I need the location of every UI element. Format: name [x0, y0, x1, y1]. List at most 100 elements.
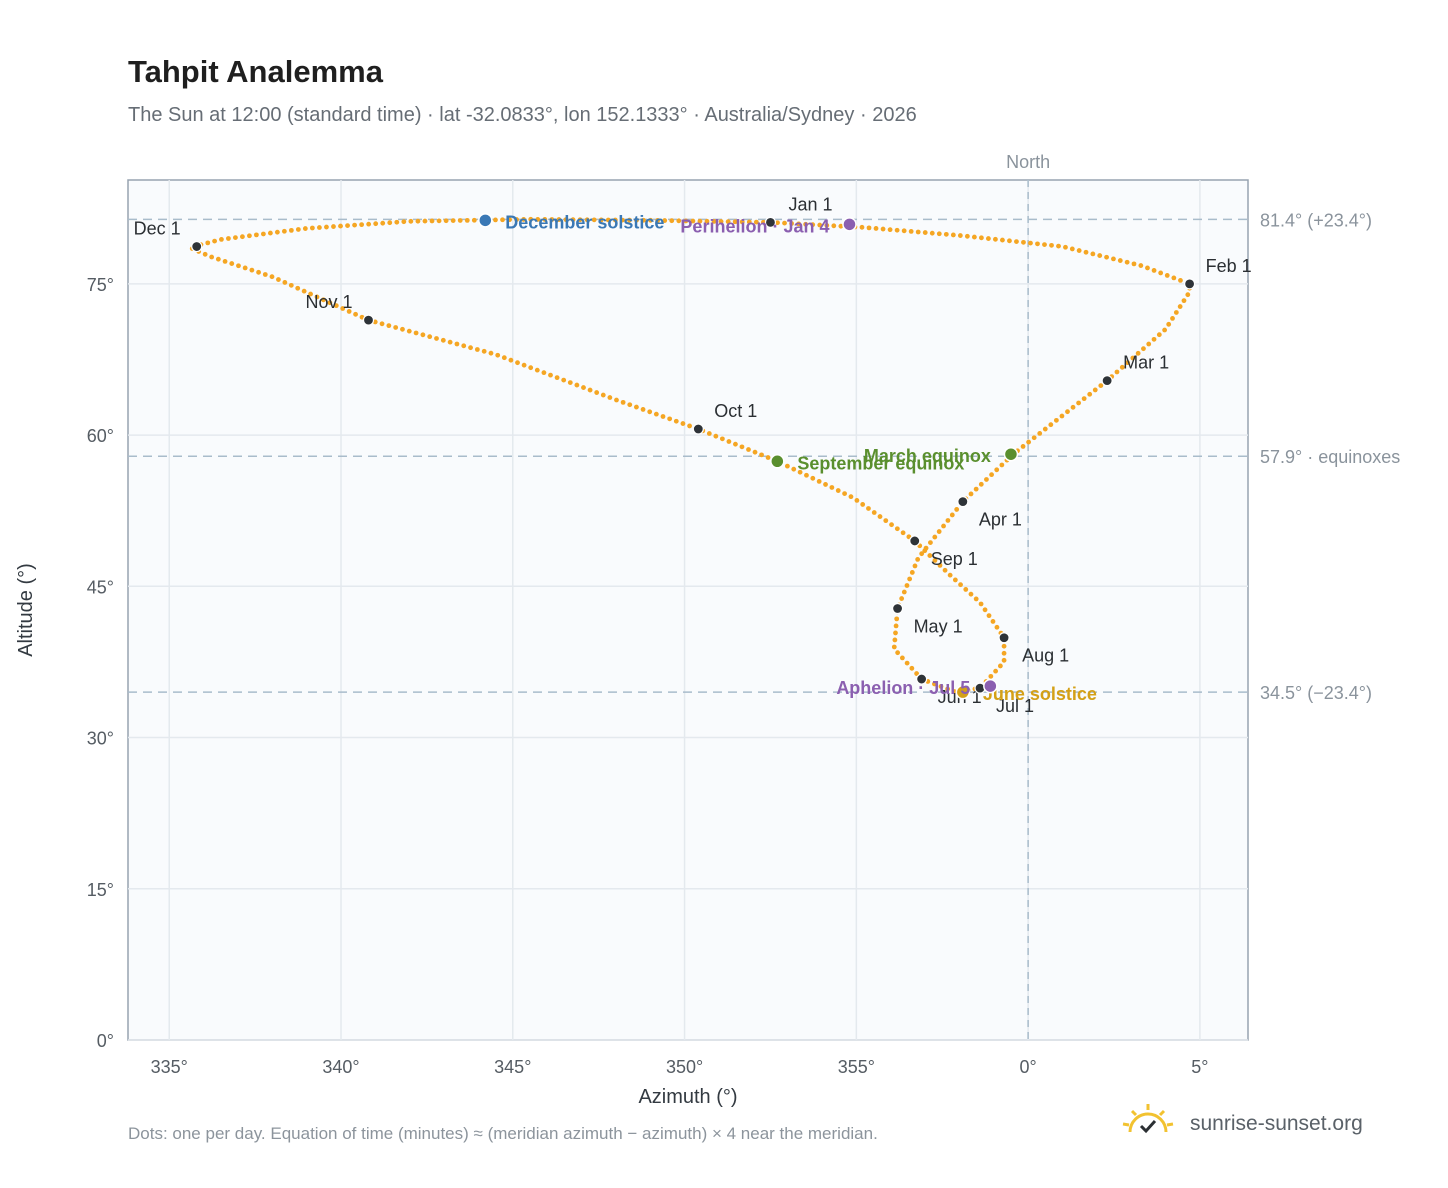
- event-marker: [1003, 446, 1019, 462]
- daily-dot: [352, 222, 357, 228]
- x-tick-label: 345°: [494, 1057, 531, 1077]
- daily-dot: [1098, 383, 1104, 388]
- daily-dot: [500, 217, 505, 223]
- daily-dot: [1063, 244, 1068, 250]
- daily-dot: [673, 418, 679, 424]
- daily-dot: [366, 221, 372, 227]
- daily-dot: [824, 223, 830, 228]
- daily-dot: [866, 506, 871, 511]
- daily-dot: [434, 336, 439, 341]
- brand[interactable]: sunrise-sunset.org: [1120, 1100, 1390, 1150]
- chart-subtitle: The Sun at 12:00 (standard time) · lat -…: [128, 104, 917, 126]
- daily-dot: [269, 274, 275, 280]
- month-label: Jul 1: [996, 696, 1034, 716]
- daily-dot: [904, 583, 910, 588]
- plot-background: [127, 179, 1249, 1041]
- daily-dot: [838, 223, 844, 229]
- daily-dot: [256, 269, 261, 275]
- daily-dot: [908, 229, 914, 234]
- daily-dot: [829, 485, 835, 490]
- daily-dot: [641, 217, 646, 223]
- daily-dot: [907, 576, 913, 582]
- daily-dot: [1145, 265, 1150, 271]
- daily-dot: [1125, 360, 1130, 366]
- daily-dot: [563, 217, 569, 223]
- daily-dot: [468, 345, 473, 351]
- daily-dot: [464, 217, 470, 223]
- grid: [128, 180, 1248, 1041]
- daily-dot: [648, 217, 653, 223]
- daily-dot: [1035, 241, 1040, 247]
- daily-dot: [1001, 657, 1007, 663]
- daily-dot: [968, 491, 974, 497]
- daily-dot: [683, 218, 689, 224]
- daily-dot: [591, 217, 597, 223]
- daily-dot: [997, 663, 1003, 669]
- daily-dot: [941, 523, 946, 529]
- daily-dot: [893, 623, 899, 629]
- reference-label: 57.9° · equinoxes: [1260, 447, 1400, 467]
- daily-dot: [514, 217, 520, 222]
- daily-dot: [534, 367, 540, 373]
- daily-dot: [308, 291, 313, 297]
- month-marker: [191, 240, 203, 253]
- daily-dot: [346, 309, 352, 314]
- daily-dot: [574, 382, 580, 388]
- event-label: September equinox: [797, 453, 964, 473]
- daily-dot: [887, 227, 893, 233]
- daily-dot: [400, 326, 405, 332]
- daily-dot: [1028, 240, 1033, 246]
- month-label: Nov 1: [305, 292, 352, 312]
- daily-dot: [994, 624, 1000, 630]
- daily-dot: [662, 218, 668, 223]
- daily-dot: [889, 522, 894, 528]
- daily-dot: [1087, 391, 1093, 397]
- month-label: Aug 1: [1022, 646, 1069, 666]
- daily-dot: [653, 411, 659, 417]
- daily-dot: [321, 297, 326, 303]
- daily-dot: [215, 256, 221, 262]
- daily-dot: [984, 477, 989, 482]
- month-marker: [891, 602, 904, 615]
- daily-dot: [1138, 263, 1144, 268]
- daily-dot: [1131, 261, 1137, 267]
- daily-dot: [471, 217, 477, 223]
- daily-dot: [816, 478, 822, 484]
- month-label: May 1: [914, 616, 963, 636]
- daily-dot: [521, 217, 527, 222]
- daily-dot: [964, 233, 970, 239]
- daily-dot: [549, 217, 555, 222]
- daily-dot: [848, 494, 854, 500]
- daily-dot: [932, 534, 938, 540]
- daily-dot: [507, 217, 512, 223]
- month-marker: [362, 314, 375, 326]
- event-label: March equinox: [864, 446, 991, 466]
- daily-dot: [209, 254, 215, 260]
- daily-dot: [877, 514, 883, 519]
- daily-dot: [440, 337, 446, 343]
- daily-dot: [1156, 332, 1162, 338]
- daily-dot: [949, 512, 955, 518]
- reference-label: 81.4° (+23.4°): [1260, 210, 1372, 230]
- daily-dot: [660, 414, 666, 419]
- daily-dot: [359, 222, 365, 228]
- daily-dot: [422, 218, 428, 224]
- daily-dot: [950, 232, 956, 238]
- daily-dot: [1048, 422, 1054, 428]
- daily-dot: [859, 224, 865, 230]
- x-tick-label: 5°: [1191, 1057, 1208, 1077]
- chart-title: Tahpit Analemma: [128, 54, 383, 89]
- daily-dot: [854, 497, 860, 503]
- daily-dot: [501, 355, 507, 361]
- daily-dot: [1026, 439, 1032, 445]
- daily-dot: [873, 226, 879, 231]
- daily-dot: [1151, 268, 1157, 273]
- daily-dot: [797, 469, 803, 475]
- month-label: Sep 1: [931, 549, 978, 569]
- daily-dot: [957, 233, 963, 238]
- daily-dot: [288, 282, 294, 288]
- daily-dot: [1021, 239, 1026, 245]
- daily-dot: [835, 488, 841, 493]
